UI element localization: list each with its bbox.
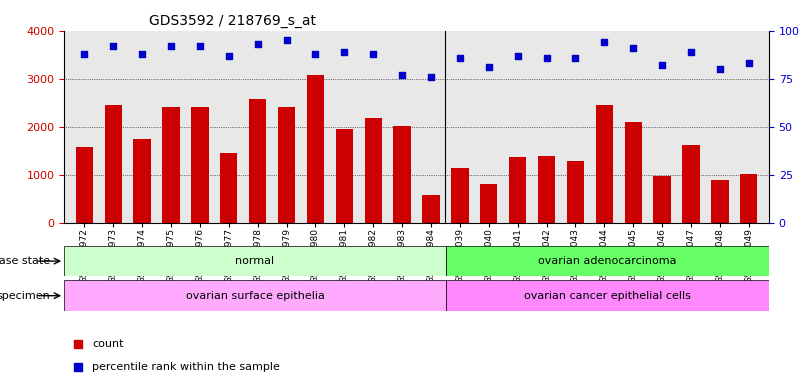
Bar [451, 169, 469, 223]
Point [280, 37, 293, 43]
Point [396, 72, 409, 78]
Text: count: count [92, 339, 124, 349]
Text: disease state: disease state [0, 256, 50, 266]
Bar [567, 161, 584, 223]
Bar [711, 180, 729, 223]
Point [252, 41, 264, 47]
Point [482, 64, 495, 70]
Text: ovarian surface epithelia: ovarian surface epithelia [186, 291, 324, 301]
Bar [278, 107, 296, 223]
Bar [625, 122, 642, 223]
Bar [336, 129, 353, 223]
Point [540, 55, 553, 61]
Bar [220, 152, 237, 223]
Point [626, 45, 639, 51]
Point [511, 53, 524, 59]
Bar [249, 99, 266, 223]
FancyBboxPatch shape [446, 280, 769, 311]
Point [309, 51, 322, 57]
Bar [654, 176, 670, 223]
Point [569, 55, 582, 61]
Bar [364, 118, 382, 223]
Point [338, 49, 351, 55]
Bar [682, 145, 699, 223]
Text: normal: normal [235, 256, 275, 266]
Point [164, 43, 177, 49]
Bar [163, 107, 179, 223]
Point [656, 62, 669, 68]
Text: specimen: specimen [0, 291, 50, 301]
Point [78, 51, 91, 57]
Bar [307, 75, 324, 223]
FancyBboxPatch shape [64, 280, 446, 311]
Bar [596, 104, 613, 223]
Point [743, 60, 755, 66]
Point [194, 43, 207, 49]
Point [367, 51, 380, 57]
Text: ovarian adenocarcinoma: ovarian adenocarcinoma [538, 256, 677, 266]
Bar [134, 139, 151, 223]
Text: percentile rank within the sample: percentile rank within the sample [92, 362, 280, 372]
Bar [480, 184, 497, 223]
Point [223, 53, 235, 59]
Bar [104, 105, 122, 223]
Point [714, 66, 727, 72]
Text: GDS3592 / 218769_s_at: GDS3592 / 218769_s_at [149, 14, 316, 28]
Point [598, 39, 610, 45]
Point [425, 74, 437, 80]
Point [107, 43, 119, 49]
FancyBboxPatch shape [446, 246, 769, 276]
FancyBboxPatch shape [64, 246, 446, 276]
Point [135, 51, 148, 57]
Bar [537, 156, 555, 223]
Bar [191, 107, 208, 223]
Point [685, 49, 698, 55]
Text: ovarian cancer epithelial cells: ovarian cancer epithelial cells [524, 291, 690, 301]
Bar [393, 126, 411, 223]
Bar [509, 157, 526, 223]
Point [453, 55, 466, 61]
Bar [75, 147, 93, 223]
Bar [740, 174, 758, 223]
Bar [422, 195, 440, 223]
